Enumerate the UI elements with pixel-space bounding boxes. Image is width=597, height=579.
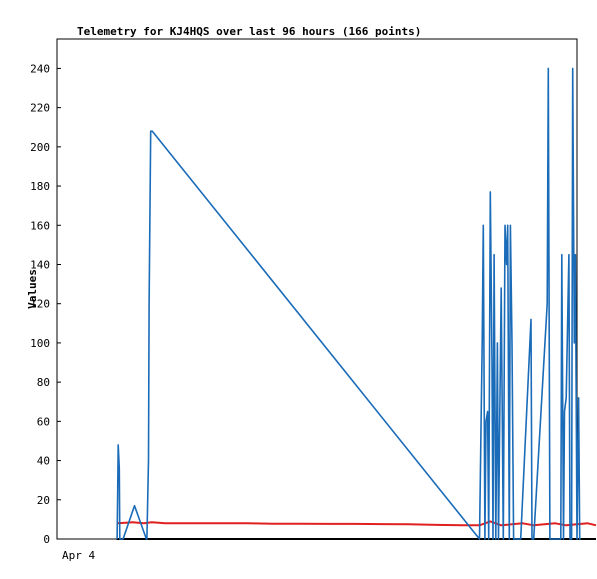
y-tick-label: 80 xyxy=(37,376,50,389)
y-tick-label: 100 xyxy=(30,337,50,350)
y-tick-label: 200 xyxy=(30,141,50,154)
x-axis-ticks: Apr 4 xyxy=(62,549,95,562)
y-tick-label: 140 xyxy=(30,258,50,271)
series-line-0 xyxy=(116,67,581,540)
y-tick-label: 240 xyxy=(30,62,50,75)
y-tick-label: 220 xyxy=(30,102,50,115)
y-tick-label: 40 xyxy=(37,455,50,468)
y-tick-label: 120 xyxy=(30,298,50,311)
x-tick-label: Apr 4 xyxy=(62,549,95,562)
y-axis-label: Values xyxy=(26,269,39,309)
chart-title: Telemetry for KJ4HQS over last 96 hours … xyxy=(77,25,421,38)
y-tick-label: 20 xyxy=(37,494,50,507)
y-tick-label: 60 xyxy=(37,415,50,428)
y-axis-ticks: 0 20 40 60 80 100 120 140 160 180 200 220 240 xyxy=(30,62,61,546)
y-tick-label: 160 xyxy=(30,219,50,232)
series-line-1 xyxy=(116,520,597,527)
y-tick-label: 0 xyxy=(43,533,50,546)
y-tick-label: 180 xyxy=(30,180,50,193)
series-layer xyxy=(116,67,597,540)
